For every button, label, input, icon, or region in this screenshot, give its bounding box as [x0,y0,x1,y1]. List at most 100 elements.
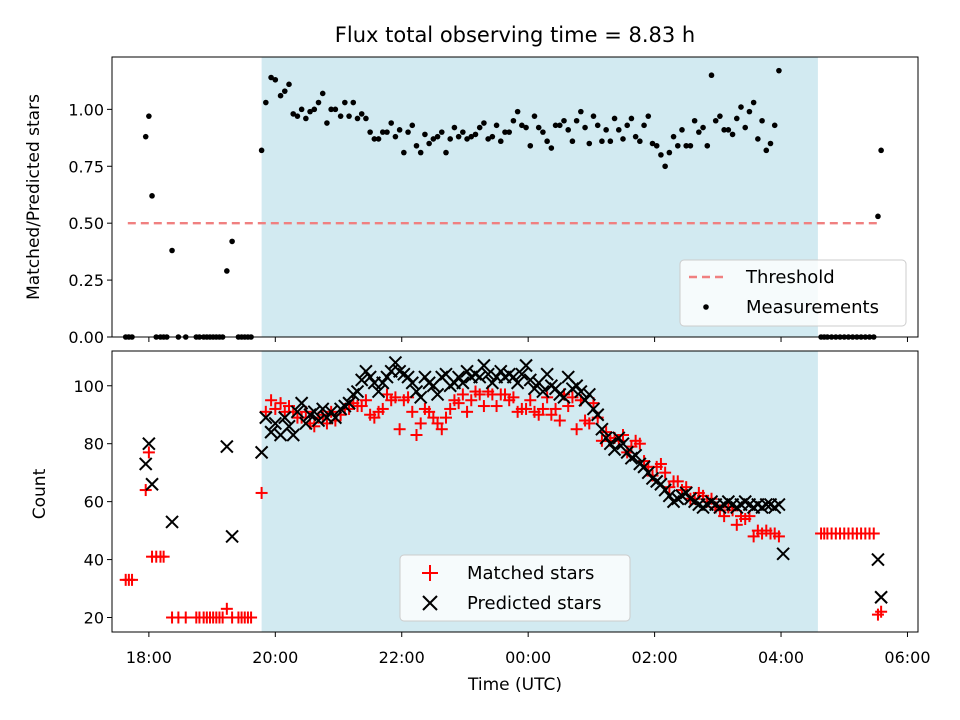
measurement-point [409,122,416,129]
measurement-point [413,142,420,149]
measurement-point [712,117,719,124]
predicted-star-point [519,358,533,373]
predicted-star-point [506,370,521,384]
matched-star-point [126,573,139,586]
bottom-plot-frame [111,350,919,633]
measurement-point [438,129,445,135]
measurement-point [540,129,546,135]
matched-star-point [359,394,372,407]
predicted-star-point [290,405,305,419]
predicted-star-point [278,410,292,425]
matched-star-point [536,402,549,415]
predicted-star-point [510,376,525,390]
measurement-point [346,113,352,119]
measurement-point [662,163,668,170]
measurement-point [443,149,449,156]
measurement-point [303,115,309,122]
predicted-star-point [569,379,584,393]
predicted-star-point [540,367,554,381]
predicted-star-point [380,370,394,384]
predicted-star-point [477,358,491,373]
matched-star-point [867,527,880,540]
measurement-point [858,334,864,340]
measurement-point [417,149,424,156]
measurement-point [645,113,652,119]
top-y-tick-label: 0.75 [68,157,104,176]
measurement-point [552,122,559,129]
measurement-point [683,142,690,149]
measurement-point [149,193,155,199]
measurement-point [586,140,593,147]
measurement-point [611,115,618,122]
measurement-point [704,142,711,149]
matched-star-point [507,391,520,404]
matched-star-point [549,402,562,415]
matched-star-point [541,391,554,404]
predicted-star-point [359,364,373,378]
top-legend-box [679,259,907,327]
matched-star-point [473,388,486,401]
measurement-point [447,136,454,142]
measurement-point [767,140,774,147]
bottom-panel: 20 40 60 80 100 18:00 20:00 22:00 00:00 02:00 04:… [30,350,931,695]
measurement-point [717,113,723,119]
measurement-point [129,334,135,340]
measurement-point [556,122,563,129]
predicted-star-point [620,445,634,460]
predicted-star-point [405,376,419,390]
predicted-star-point [481,367,495,381]
measurement-point [464,136,470,142]
measurement-point [771,122,778,129]
predicted-star-point [259,410,273,425]
predicted-star-point [612,431,626,445]
measurement-point [738,104,744,110]
measurement-point [708,72,715,79]
predicted-star-point [536,384,550,399]
measurement-point [472,131,479,138]
measurement-point [422,131,428,138]
measurement-point [481,120,487,126]
legend-matched-swatch [422,565,438,581]
measurement-point [750,99,757,106]
top-y-tick-label: 0.50 [68,214,104,233]
legend-measurements-label: Measurements [746,297,879,318]
measurement-point [641,122,647,129]
bottom-y-axis-label: Count [30,468,50,519]
measurement-point [286,81,292,88]
measurement-point [519,122,525,129]
measurement-point [679,127,685,133]
measurement-point [729,131,736,138]
measurement-point [324,120,330,126]
measurement-point [319,90,326,97]
measurement-point [620,136,626,142]
predicted-star-point [401,370,415,384]
chart-title: Flux total observing time = 8.83 h [335,23,695,47]
bottom-y-tick-label: 80 [84,435,104,454]
measurement-point [561,117,567,124]
measurement-point [489,133,496,140]
x-tick-label: 22:00 [379,648,425,667]
measurement-point [607,138,614,145]
predicted-star-point [307,405,321,419]
predicted-star-point [637,460,651,474]
x-tick-label: 18:00 [126,648,172,667]
predicted-star-point [776,547,790,561]
measurement-point [599,138,605,145]
bottom-legend: Matched stars Predicted stars [399,554,631,622]
predicted-star-point [460,364,474,378]
matched-star-point [414,417,427,430]
measurement-point [388,120,395,126]
measurement-point [277,92,284,99]
measurement-point [544,138,550,145]
predicted-star-point [409,384,424,399]
measurement-point [514,108,521,115]
predicted-star-point [515,367,529,381]
measurement-point [311,106,318,113]
predicted-star-point [595,422,609,436]
measurement-point [759,117,765,124]
predicted-star-point [316,402,330,416]
matched-star-point [490,400,503,413]
measurement-point [535,124,542,131]
measurement-point [219,334,226,340]
measurement-point [430,136,437,142]
